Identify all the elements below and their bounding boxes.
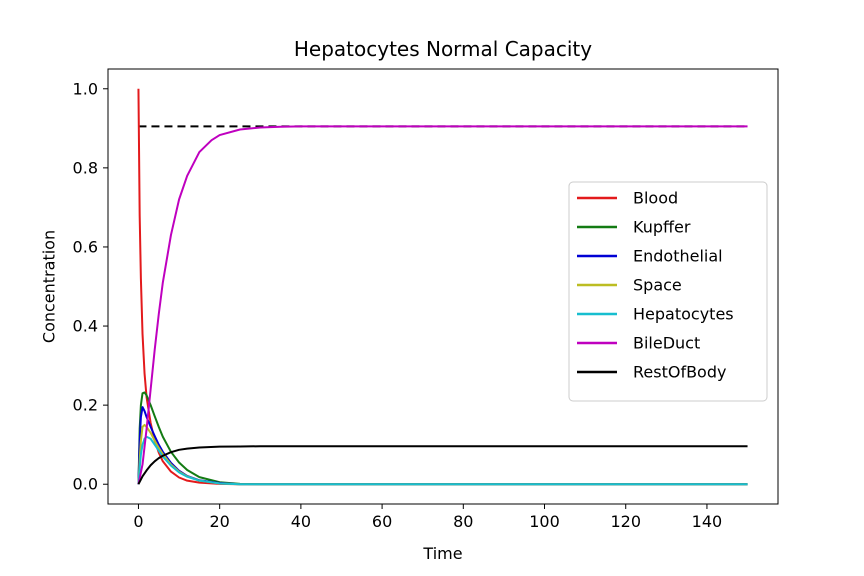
y-tick-label: 0.2 [73, 396, 98, 415]
axes-frame [107, 68, 779, 505]
legend-label-endothelial: Endothelial [633, 247, 723, 266]
legend-label-blood: Blood [633, 189, 678, 208]
plot-area [137, 88, 748, 486]
x-axis-label: Time [422, 544, 462, 563]
x-tick-label: 60 [372, 512, 392, 531]
series-line-restofbody [137, 445, 748, 485]
x-tick-label: 140 [692, 512, 723, 531]
legend: Blood Kupffer Endothelial Space Hepatocytes B… [568, 181, 768, 402]
x-tick-label: 100 [529, 512, 560, 531]
y-tick-label: 0.4 [73, 317, 98, 336]
legend-frame [568, 181, 768, 402]
series-line-kupffer [137, 391, 748, 486]
x-tick-label: 20 [209, 512, 229, 531]
chart-title: Hepatocytes Normal Capacity [294, 37, 592, 61]
y-axis-ticks: 0.0 0.2 0.4 0.6 0.8 1.0 [73, 79, 108, 494]
y-axis-label: Concentration [40, 230, 59, 343]
series-line-hepatocytes [137, 435, 748, 486]
series-line-space [137, 423, 748, 486]
y-tick-label: 0.6 [73, 237, 98, 256]
series-line-bileduct [137, 125, 748, 485]
x-tick-label: 80 [453, 512, 473, 531]
x-tick-label: 0 [133, 512, 143, 531]
x-axis-ticks: 0 20 40 60 80 100 120 140 [133, 504, 722, 531]
y-tick-label: 0.8 [73, 158, 98, 177]
y-tick-label: 0.0 [73, 475, 98, 494]
x-tick-label: 120 [610, 512, 641, 531]
legend-label-bileduct: BileDuct [633, 334, 700, 353]
legend-label-hepatocytes: Hepatocytes [633, 305, 734, 324]
legend-label-kupffer: Kupffer [633, 218, 691, 237]
legend-label-restofbody: RestOfBody [633, 363, 726, 382]
x-tick-label: 40 [291, 512, 311, 531]
legend-label-space: Space [633, 276, 682, 295]
y-tick-label: 1.0 [73, 79, 98, 98]
